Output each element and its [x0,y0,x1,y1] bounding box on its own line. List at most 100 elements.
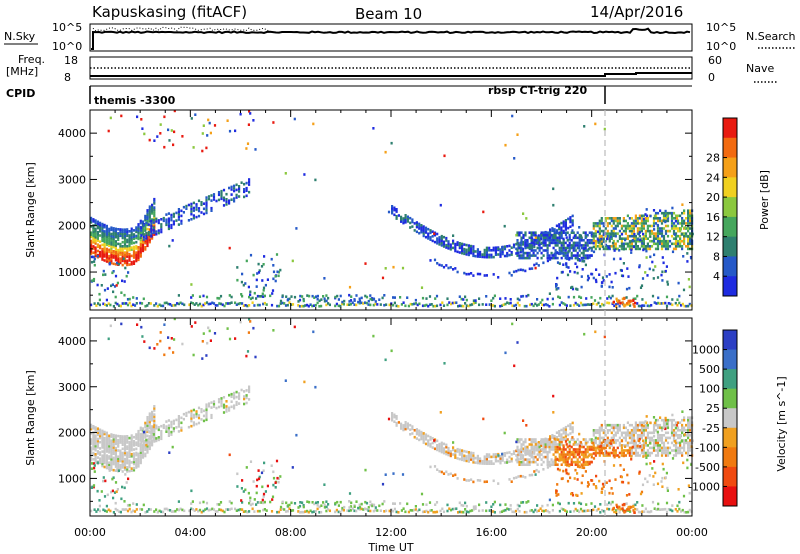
echo-cell [192,423,195,427]
echo-cell [140,118,143,121]
echo-cell [671,509,674,513]
echo-cell [365,295,369,299]
echo-cell [181,302,184,306]
echo-cell [634,421,637,424]
echo-cell [101,431,104,435]
echo-cell [391,211,394,215]
echo-cell [560,249,563,252]
echo-cell [153,440,156,443]
echo-cell [139,219,142,223]
echo-cell [499,510,502,514]
echo-cell [269,500,272,504]
echo-cell [281,507,284,511]
echo-cell [119,228,122,231]
echo-cell [522,460,525,464]
echo-cell [165,301,168,305]
echo-cell [666,431,670,435]
echo-cell [632,222,635,225]
echo-cell [571,426,574,429]
echo-cell [90,438,93,441]
echo-cell [438,470,441,473]
echo-cell [263,508,266,511]
echo-cell [159,339,162,343]
echo-cell [110,245,113,248]
echo-cell [658,439,662,442]
echo-cell [607,246,610,249]
echo-cell [163,353,166,357]
echo-cell [188,509,191,513]
echo-cell [157,426,160,429]
echo-cell [145,438,148,442]
echo-cell [180,209,183,213]
echo-cell [536,504,539,507]
echo-cell [177,218,180,221]
echo-cell [190,296,193,299]
echo-cell [691,232,694,236]
colorbar-swatch [723,118,737,139]
echo-cell [132,249,136,253]
echo-cell [534,249,537,252]
echo-cell [540,444,543,448]
echo-cell [503,452,507,455]
echo-cell [648,446,652,450]
echo-cell [150,235,153,238]
echo-cell [452,453,455,456]
echo-cell [132,435,136,439]
echo-cell [114,461,117,464]
echo-cell [497,253,500,256]
echo-cell [126,303,130,307]
echo-cell [219,501,223,504]
echo-cell [454,473,457,477]
echo-cell [532,458,535,461]
echo-cell [456,250,459,254]
echo-cell [578,460,581,464]
echo-cell [245,147,248,150]
echo-cell [151,443,154,447]
echo-cell [689,217,692,220]
echo-cell [544,445,547,449]
echo-cell [92,439,95,442]
echo-cell [471,303,474,306]
echo-cell [578,455,581,459]
echo-cell [598,273,601,276]
echo-cell [522,458,525,461]
echo-cell [218,302,221,305]
echo-cell [202,303,205,307]
echo-cell [404,218,407,222]
echo-cell [94,242,97,245]
echo-cell [153,212,156,216]
echo-cell [685,304,688,308]
freq-label: Freq. [18,53,45,66]
echo-cell [584,460,587,464]
echo-cell [666,234,670,238]
echo-cell [586,233,589,237]
echo-cell [604,434,607,437]
echo-cell [114,301,117,305]
echo-cell [167,336,170,339]
echo-cell [594,436,597,440]
echo-cell [518,450,521,454]
echo-cell [674,224,678,228]
echo-cell [679,237,682,240]
echo-cell [148,443,151,446]
echo-cell [114,295,117,299]
echo-cell [689,234,692,238]
echo-cell [406,427,409,430]
echo-cell [202,294,205,298]
echo-cell [94,229,97,233]
echo-cell [96,452,99,455]
echo-cell [414,298,417,302]
echo-cell [492,455,495,459]
echo-cell [190,414,193,418]
echo-cell [660,508,663,511]
echo-cell [132,502,135,505]
echo-cell [170,226,173,230]
echo-cell [148,238,151,242]
echo-cell [622,224,625,228]
echo-cell [585,235,588,238]
echo-cell [566,254,569,257]
echo-cell [103,223,106,227]
echo-cell [594,278,598,282]
echo-cell [117,262,120,266]
echo-cell [290,295,293,298]
